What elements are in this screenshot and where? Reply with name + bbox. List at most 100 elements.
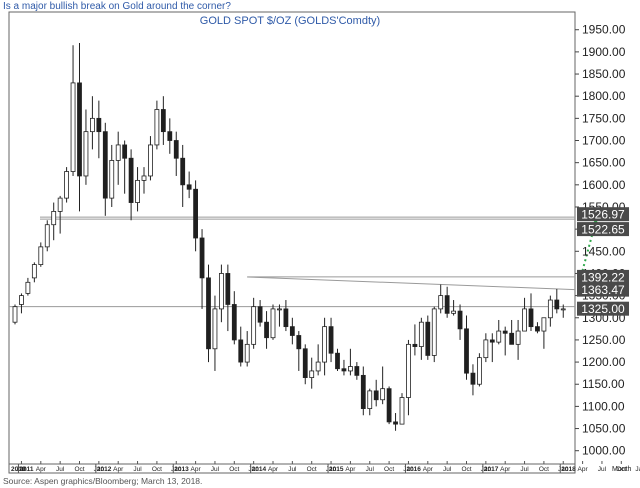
candle [354,362,360,380]
x-tick-label: Jul [288,466,297,473]
candle-body [347,366,353,372]
price-label-text: 1325.00 [581,302,625,316]
plot-frame [8,11,576,465]
candle-body [25,281,31,294]
candle [231,291,237,345]
candle-body [418,321,424,347]
x-tick-label: Apr [113,466,124,473]
x-tick-label: Apr [345,466,356,473]
candle [451,300,457,316]
candle-body [425,321,431,356]
candle-body [373,390,379,401]
candle-body [328,326,334,354]
candle [560,304,566,318]
candle [257,300,263,327]
candle-body [541,317,547,332]
candle-body [406,343,411,398]
candle [251,297,257,349]
candle [212,295,218,371]
candle-body [515,330,521,345]
candle-body [496,330,502,343]
candle-body [302,348,308,378]
candle [502,326,508,356]
candle [431,306,437,363]
candle [25,277,31,296]
candle-body [38,246,44,265]
candle [70,45,76,176]
candle [12,304,18,325]
candle-body [180,157,186,186]
candle-body [483,339,489,359]
candle [309,357,315,389]
candle-body [141,175,147,181]
candle-body [296,335,302,350]
y-tick-label: 1250.00 [582,333,626,347]
x-tick-label: Jan [94,466,105,473]
candle [509,319,515,345]
price-label: 1363.47 [577,282,629,297]
candle [367,388,373,416]
candle-body [12,306,18,323]
x-tick-label: Apr [500,466,511,473]
candle-body [122,144,128,159]
price-label-text: 1526.97 [581,208,625,222]
candle-body [251,306,257,345]
candle-body [341,368,347,372]
candle-body [399,397,405,425]
candle-body [264,321,269,339]
y-tick-label: 1650.00 [582,156,626,170]
candle [90,96,95,150]
price-label: 1522.65 [577,222,629,237]
price-label-box [577,282,629,297]
candle [315,344,321,376]
x-tick-label: Jul [211,466,220,473]
candlesticks [12,43,566,431]
candle [380,366,386,405]
candle-body [289,326,295,336]
year-label: 2014 [252,466,267,473]
candle [115,131,121,185]
x-tick-label: Jan [635,466,640,473]
x-tick-label: Jul [443,466,452,473]
candle [302,344,308,385]
candle-body [522,308,527,332]
y-tick-label: 1700.00 [582,134,626,148]
candle [186,171,192,199]
candle [193,180,199,252]
candle [167,118,173,154]
candle [412,324,418,356]
price-label-box [577,207,629,222]
candle [154,100,160,150]
y-axis: 1000.00 1050.00 1100.00 1150.00 1200.00 1250.… [575,23,626,458]
year-label: 2017 [484,466,499,473]
trendline [247,276,576,291]
candle [386,386,392,425]
y-tick-label: 1800.00 [582,89,626,103]
candle [547,295,553,327]
x-tick-label: Jul [133,466,142,473]
candle-body [19,295,24,305]
candle-body [128,157,134,203]
candle [289,317,295,345]
candle [135,167,140,212]
candle-body [160,109,166,133]
x-tick-label: Apr [36,466,47,473]
x-tick-label: Oct [74,466,84,473]
candle-body [257,306,263,323]
y-tick-label: 1050.00 [582,422,626,436]
candle [535,322,540,334]
candle [393,413,398,431]
candle [160,96,166,145]
candle-body [444,295,450,314]
y-tick-label: 1150.00 [582,377,625,391]
price-label: 1392.22 [577,269,629,284]
candle [444,286,450,318]
candle-body [154,109,160,146]
candle-body [335,352,340,370]
candle [38,242,44,267]
candle-body [476,357,482,385]
candle [57,195,63,234]
candle [496,319,502,345]
candle [328,317,334,363]
